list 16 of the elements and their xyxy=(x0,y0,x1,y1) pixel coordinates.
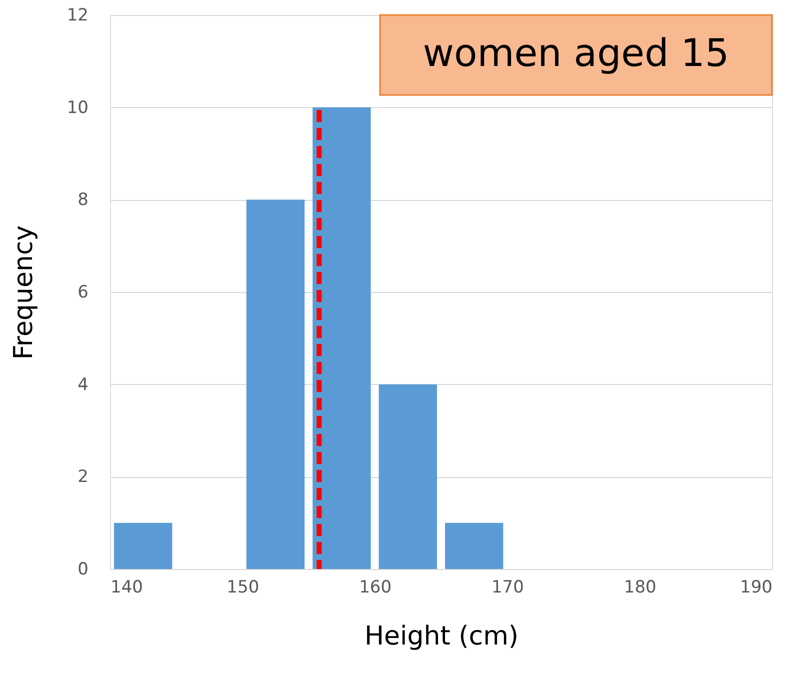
y-tick-label: 4 xyxy=(78,374,88,395)
x-tick-label: 190 xyxy=(740,578,772,598)
x-tick-label: 170 xyxy=(491,578,524,598)
y-tick-label: 0 xyxy=(78,560,88,580)
annotation: women aged 15 xyxy=(422,31,730,75)
x-axis-title: Height (cm) xyxy=(364,622,519,652)
y-tick-label: 8 xyxy=(78,190,88,210)
y-tick-label: 10 xyxy=(66,98,88,118)
y-tick-label: 6 xyxy=(78,282,88,302)
y-tick-label: 12 xyxy=(66,6,88,26)
x-tick-label: 180 xyxy=(624,578,656,598)
x-tick-label: 160 xyxy=(359,578,392,598)
x-tick-label: 140 xyxy=(110,578,143,598)
x-tick-label: 150 xyxy=(226,578,260,598)
y-axis-title: Frequency xyxy=(8,225,39,360)
y-tick-label: 2 xyxy=(78,467,88,488)
